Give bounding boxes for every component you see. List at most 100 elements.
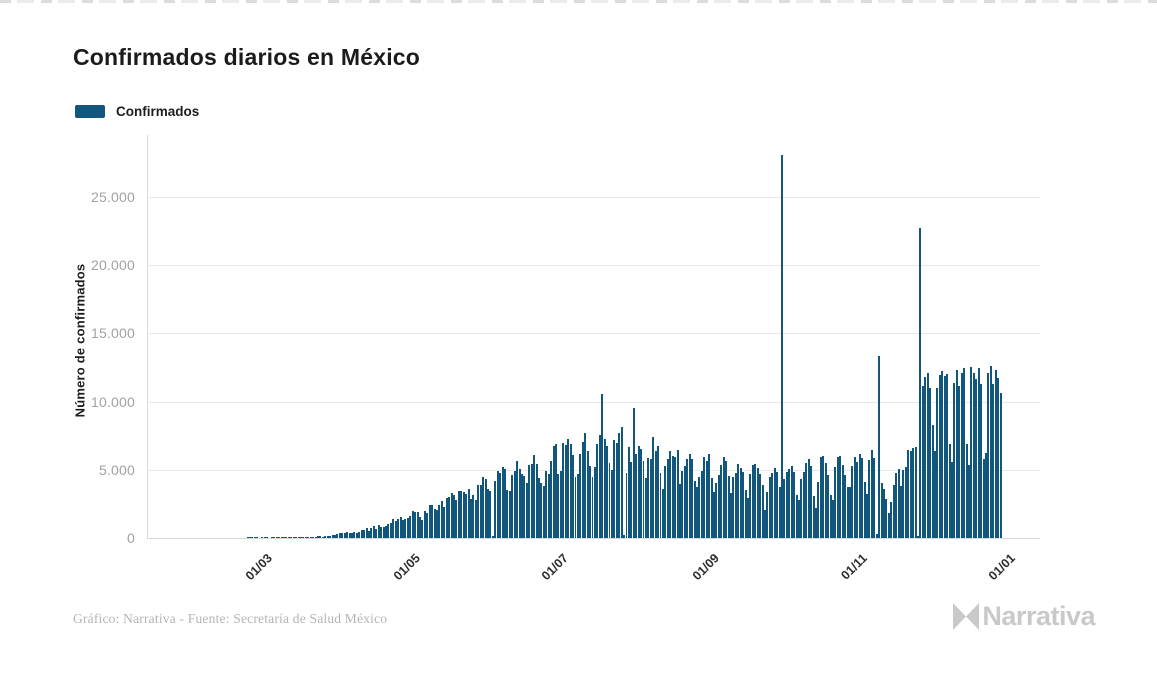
bar[interactable] (377, 524, 380, 538)
bar[interactable] (426, 512, 429, 538)
bar[interactable] (987, 373, 990, 538)
bar[interactable] (870, 449, 873, 538)
bar[interactable] (839, 455, 842, 538)
bar[interactable] (300, 537, 302, 538)
bar[interactable] (348, 532, 351, 538)
bar[interactable] (664, 466, 667, 538)
bar[interactable] (525, 483, 528, 538)
bar[interactable] (965, 443, 968, 538)
bar[interactable] (637, 446, 640, 538)
bar[interactable] (771, 472, 774, 538)
bar[interactable] (552, 446, 555, 538)
bar[interactable] (829, 494, 832, 538)
bar[interactable] (623, 534, 626, 538)
bar[interactable] (946, 373, 949, 538)
bar[interactable] (457, 490, 460, 538)
bar[interactable] (899, 486, 902, 538)
bar[interactable] (319, 536, 322, 538)
bar[interactable] (958, 386, 961, 538)
bar[interactable] (647, 458, 650, 538)
bar[interactable] (693, 481, 696, 538)
bar[interactable] (389, 523, 392, 538)
bar[interactable] (547, 474, 550, 538)
bar[interactable] (703, 457, 706, 538)
bar[interactable] (404, 519, 407, 538)
bar[interactable] (938, 374, 941, 538)
bar[interactable] (465, 494, 468, 538)
bar[interactable] (574, 476, 577, 538)
bar[interactable] (448, 497, 451, 538)
bar[interactable] (358, 531, 361, 538)
bar[interactable] (992, 384, 995, 538)
bar[interactable] (428, 505, 431, 538)
bar[interactable] (919, 227, 922, 538)
bar[interactable] (470, 498, 473, 538)
bar[interactable] (984, 453, 987, 538)
bar[interactable] (423, 510, 426, 538)
bar[interactable] (584, 432, 587, 538)
bar[interactable] (620, 427, 623, 538)
bar[interactable] (627, 446, 630, 538)
bar[interactable] (895, 472, 898, 538)
bar[interactable] (397, 518, 400, 538)
bar[interactable] (533, 454, 536, 538)
bar[interactable] (994, 369, 997, 538)
bar[interactable] (496, 471, 499, 538)
bar[interactable] (324, 535, 327, 538)
bar[interactable] (943, 375, 946, 538)
bar[interactable] (304, 537, 307, 538)
bar[interactable] (785, 472, 788, 538)
bar[interactable] (790, 466, 793, 538)
bar[interactable] (450, 492, 453, 538)
bar[interactable] (589, 465, 592, 538)
bar[interactable] (950, 462, 953, 538)
bar[interactable] (795, 494, 798, 538)
bar[interactable] (438, 505, 441, 538)
bar[interactable] (865, 493, 868, 538)
bar[interactable] (931, 424, 934, 538)
bar[interactable] (885, 498, 888, 538)
bar[interactable] (467, 489, 470, 538)
bar[interactable] (686, 458, 689, 538)
bar[interactable] (797, 499, 800, 538)
bar[interactable] (392, 518, 395, 538)
bar[interactable] (479, 484, 482, 538)
bar[interactable] (963, 367, 966, 538)
bar[interactable] (868, 459, 871, 538)
bar[interactable] (501, 466, 504, 538)
bar[interactable] (557, 474, 560, 538)
bar[interactable] (455, 500, 458, 538)
bar[interactable] (280, 537, 283, 538)
bar[interactable] (382, 526, 385, 538)
bar[interactable] (705, 460, 708, 538)
bar[interactable] (720, 465, 723, 538)
bar[interactable] (657, 446, 660, 538)
bar[interactable] (802, 472, 805, 538)
bar[interactable] (907, 449, 910, 538)
bar[interactable] (355, 532, 358, 538)
bar[interactable] (814, 508, 817, 538)
bar[interactable] (831, 499, 834, 538)
bar[interactable] (555, 443, 558, 538)
bar[interactable] (695, 487, 698, 538)
bar[interactable] (608, 463, 611, 538)
bar[interactable] (982, 458, 985, 538)
bar[interactable] (365, 527, 368, 538)
bar[interactable] (535, 463, 538, 538)
bar[interactable] (912, 448, 915, 538)
bar[interactable] (251, 537, 254, 538)
bar[interactable] (314, 536, 317, 538)
bar[interactable] (491, 535, 494, 538)
bar[interactable] (848, 487, 851, 538)
bar[interactable] (370, 528, 373, 538)
bar[interactable] (394, 521, 397, 538)
bar[interactable] (652, 437, 655, 538)
bar[interactable] (678, 484, 681, 538)
bar[interactable] (581, 441, 584, 538)
bar[interactable] (783, 479, 786, 538)
bar[interactable] (484, 478, 487, 538)
bar[interactable] (909, 450, 912, 538)
bar[interactable] (933, 450, 936, 538)
bar[interactable] (528, 465, 531, 538)
bar[interactable] (887, 512, 890, 538)
